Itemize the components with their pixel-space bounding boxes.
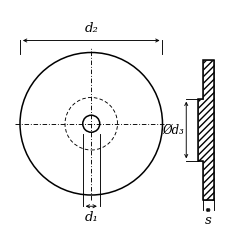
Text: Ød₃: Ød₃ <box>162 124 184 136</box>
Text: d₁: d₁ <box>84 211 98 224</box>
Text: d₂: d₂ <box>84 22 98 35</box>
Text: s: s <box>205 214 212 227</box>
